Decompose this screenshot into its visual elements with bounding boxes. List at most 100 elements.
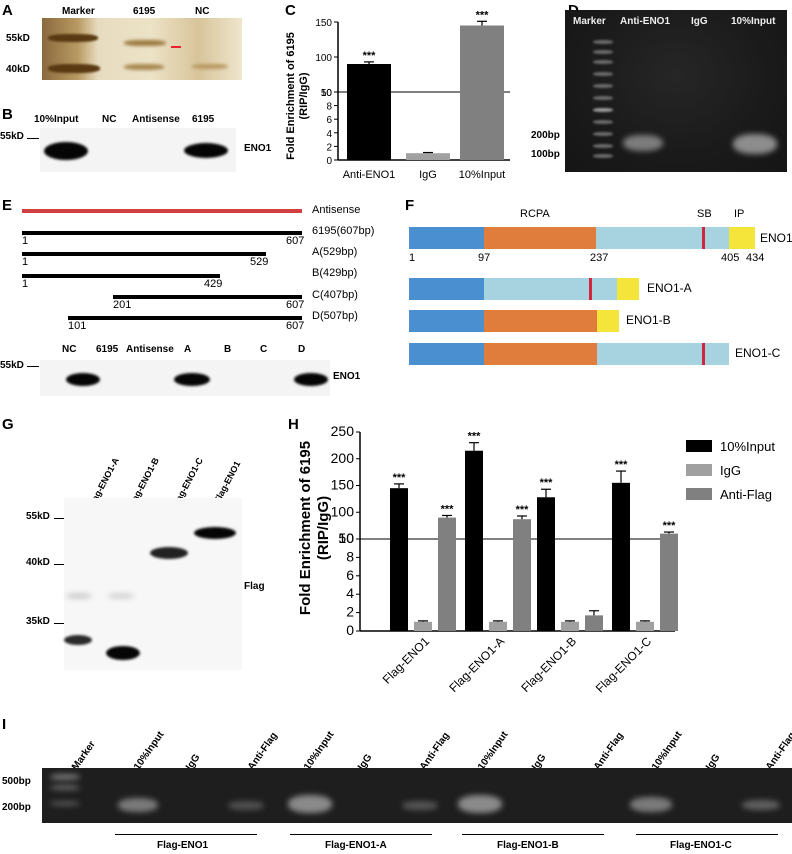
y-tick-label: 0: [326, 156, 332, 167]
significance-label: ***: [468, 431, 482, 443]
lane-label: Marker: [573, 16, 606, 27]
bar: [465, 450, 483, 539]
construct-label: A(529bp): [312, 246, 358, 258]
legend-swatch: [686, 464, 712, 476]
ladder-band: [593, 154, 613, 158]
y-axis-label: Fold Enrichment of 6195: [285, 32, 297, 160]
bar: [636, 621, 654, 631]
lane-label: Anti-Flag: [246, 730, 280, 773]
y-tick-label: 6: [346, 567, 354, 583]
agarose-gel-i: [42, 768, 792, 823]
size-tick: [54, 518, 64, 519]
bar: [414, 621, 432, 631]
construct-bar-a: [22, 252, 266, 256]
end-pos: 429: [204, 278, 223, 290]
chart-h: Fold Enrichment of 6195 (RIP/IgG) 0 2 4 6 8 1…: [297, 423, 775, 696]
domain-sb: [589, 278, 592, 300]
domain-n-term: [409, 227, 484, 249]
panel-label-i: I: [2, 716, 7, 733]
legend-swatch: [686, 440, 712, 452]
significance-label: ***: [393, 472, 407, 484]
ladder-band: [593, 96, 613, 100]
lane-label: NC: [62, 344, 77, 355]
bar: [585, 615, 603, 631]
ladder-band: [593, 144, 613, 148]
bar: [537, 497, 555, 539]
sample-band: [124, 64, 164, 70]
size-label: 55kD: [0, 360, 24, 371]
domain-ip: [597, 310, 619, 332]
domain-diagram-eno1-b: [409, 310, 619, 332]
pcr-band: [630, 797, 672, 812]
size-tick: [27, 138, 39, 139]
western-blot-b: [40, 128, 236, 172]
nc-band: [192, 64, 228, 69]
group-label: Flag-ENO1: [157, 840, 209, 851]
start-pos: 1: [22, 278, 29, 290]
x-tick-label: Flag-ENO1-B: [518, 634, 579, 695]
blot-band: [66, 373, 100, 386]
group-underline: [290, 834, 432, 835]
western-blot-g: [64, 498, 242, 670]
y-tick-label: 4: [326, 129, 332, 140]
bar: [347, 64, 391, 92]
lane-label: NC: [102, 114, 117, 125]
lane-label: Antisense: [132, 114, 180, 125]
bar: [489, 621, 507, 631]
construct-label: ENO1-B: [626, 313, 671, 327]
size-tick: [27, 366, 39, 367]
size-label: 200bp: [531, 130, 560, 141]
lane-label: NC: [195, 6, 210, 17]
bar: [347, 92, 391, 160]
size-label: 55kD: [0, 131, 24, 142]
lane-label: 10%Input: [650, 729, 685, 773]
group-underline: [636, 834, 778, 835]
blot-band: [64, 635, 92, 645]
panel-label-a: A: [2, 2, 13, 19]
bar: [612, 539, 630, 631]
end-pos: 529: [250, 256, 269, 268]
x-tick-label: Anti-ENO1: [343, 169, 396, 181]
lane-label: Marker: [62, 6, 95, 17]
blot-band: [184, 143, 228, 158]
group-label: Flag-ENO1-A: [325, 840, 387, 851]
y-tick-label: 8: [346, 548, 354, 564]
lane-label: Anti-ENO1: [620, 16, 670, 27]
construct-label: B(429bp): [312, 267, 358, 279]
size-label: 40kD: [6, 64, 30, 75]
y-tick-label: 0: [346, 622, 354, 638]
end-pos: 607: [286, 299, 305, 311]
ladder-band: [593, 40, 613, 44]
construct-label: 6195(607bp): [312, 225, 375, 237]
y-axis-label: Fold Enrichment of 6195: [297, 441, 314, 615]
y-tick-label: 200: [331, 450, 355, 466]
size-label: 35kD: [26, 616, 50, 627]
pcr-band: [288, 795, 332, 813]
y-tick-label: 10: [321, 88, 333, 99]
legend-label: IgG: [720, 463, 741, 478]
marker-band: [50, 774, 80, 780]
size-label: 55kD: [6, 33, 30, 44]
aa-position: 97: [478, 252, 491, 264]
blot-band: [106, 646, 140, 660]
dna-ladder: [593, 40, 613, 165]
lane-label: IgG: [691, 16, 708, 27]
lane-label: Antisense: [126, 344, 174, 355]
pcr-band: [733, 134, 777, 154]
lane-label: 10%Input: [132, 729, 167, 773]
start-pos: 1: [22, 235, 29, 247]
blot-band: [150, 547, 188, 559]
y-axis-label-2: (RIP/IgG): [315, 496, 332, 560]
domain-diagram-eno1: [409, 227, 755, 249]
ladder-band: [593, 50, 613, 54]
y-axis-label-2: (RIP/IgG): [298, 72, 310, 119]
domain-ip: [617, 278, 639, 300]
blot-band: [194, 527, 236, 539]
start-pos: 101: [68, 320, 87, 332]
ladder-band: [593, 108, 613, 112]
x-tick-label: Flag-ENO1-C: [593, 634, 655, 696]
size-label: 40kD: [26, 557, 50, 568]
pcr-band: [623, 135, 663, 151]
significance-label: ***: [540, 477, 554, 489]
bar: [612, 482, 630, 539]
